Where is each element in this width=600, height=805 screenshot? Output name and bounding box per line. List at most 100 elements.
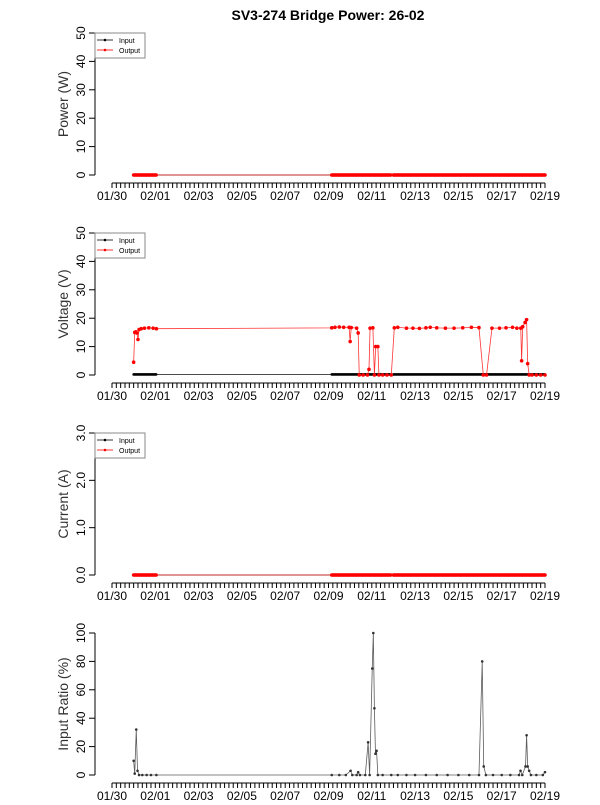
legend-marker	[103, 248, 107, 252]
x-tick-label: 02/11	[357, 589, 386, 603]
x-tick-label: 02/03	[184, 789, 214, 800]
y-tick-label: 20	[74, 740, 88, 754]
data-point	[484, 373, 489, 377]
data-point	[519, 769, 522, 773]
data-point	[443, 326, 448, 330]
data-point	[372, 373, 377, 377]
data-point	[367, 367, 371, 372]
y-tick-label: 40	[74, 54, 88, 68]
legend-label: Input	[119, 38, 135, 45]
x-tick-label: 02/13	[400, 589, 430, 603]
data-point	[358, 773, 362, 777]
x-tick-label: 02/03	[184, 589, 214, 603]
x-tick-label: 02/05	[227, 589, 257, 603]
legend-marker	[103, 438, 107, 442]
legend-box	[94, 232, 146, 259]
data-point	[380, 373, 385, 377]
data-point	[477, 773, 481, 777]
data-point	[543, 770, 547, 774]
data-point	[149, 773, 153, 777]
data-point	[500, 773, 504, 777]
data-point	[481, 373, 486, 377]
data-point	[142, 326, 147, 330]
x-tick-label: 02/17	[487, 389, 517, 403]
x-tick-label: 02/09	[313, 589, 343, 603]
data-point	[405, 773, 408, 777]
x-tick-label: 02/07	[270, 589, 300, 603]
legend: Input Output	[94, 232, 146, 259]
data-point	[460, 326, 465, 330]
data-point	[147, 326, 151, 330]
legend: Input Output	[94, 432, 146, 459]
data-point	[354, 326, 359, 330]
data-point	[543, 573, 547, 577]
data-point	[524, 765, 527, 768]
x-tick-label: 02/07	[270, 189, 300, 203]
x-tick-label: 01/30	[97, 189, 127, 203]
series-output	[131, 317, 547, 377]
data-point	[527, 769, 531, 773]
data-point	[491, 773, 495, 777]
x-tick-label: 01/30	[97, 389, 127, 403]
x-tick-label: 02/19	[530, 389, 560, 403]
data-point	[538, 373, 543, 377]
y-tick-label: 20	[74, 111, 88, 125]
series-output	[131, 173, 547, 177]
x-tick-label: 02/01	[140, 189, 170, 203]
data-point	[504, 326, 508, 330]
data-point	[530, 373, 534, 377]
series-line	[133, 318, 545, 376]
data-point	[151, 326, 155, 330]
data-point	[385, 373, 389, 377]
data-point	[534, 373, 539, 377]
data-point	[411, 326, 415, 330]
data-point	[137, 773, 141, 777]
x-tick-label: 02/17	[487, 789, 517, 800]
data-point	[413, 773, 417, 777]
data-point	[355, 773, 358, 777]
data-point	[520, 773, 524, 777]
y-axis-label: Input Ratio (%)	[55, 657, 71, 750]
y-tick-label: 40	[74, 254, 88, 268]
data-point	[428, 325, 433, 330]
y-tick-label: 2.0	[74, 472, 88, 489]
y-axis-label: Voltage (V)	[55, 269, 71, 338]
data-point	[526, 765, 529, 768]
x-tick-label: 02/19	[530, 589, 560, 603]
y-tick-label: 30	[74, 283, 88, 297]
y-tick-label: 10	[74, 340, 88, 354]
data-point	[372, 631, 375, 635]
x-tick-label: 02/13	[400, 189, 430, 203]
legend-label: Input	[119, 238, 135, 245]
data-point	[154, 173, 158, 177]
y-tick-label: 1.0	[74, 519, 88, 536]
x-tick-label: 02/19	[530, 789, 560, 800]
data-point	[529, 773, 533, 777]
data-point	[139, 326, 144, 331]
data-point	[356, 331, 360, 335]
panel-voltage: 0 10 20 30 40 50 Voltage (V) 01/30 02/01 02/03 02/…	[55, 226, 560, 403]
data-point	[424, 773, 428, 777]
x-tick-label: 02/03	[184, 389, 214, 403]
data-point	[434, 326, 439, 330]
data-point	[457, 773, 460, 777]
x-tick-label: 02/19	[530, 189, 560, 203]
y-tick-label: 0	[74, 171, 88, 178]
data-point	[515, 326, 519, 330]
y-tick-label: 30	[74, 83, 88, 97]
data-point	[154, 326, 159, 331]
data-point	[389, 373, 394, 377]
data-point	[527, 373, 531, 377]
data-point	[337, 325, 342, 329]
x-tick-label: 02/05	[227, 189, 257, 203]
data-point	[136, 769, 139, 773]
legend-box	[94, 32, 146, 59]
data-point	[351, 773, 354, 777]
legend-label: Output	[119, 48, 140, 55]
data-point	[373, 706, 376, 710]
data-point	[368, 773, 371, 777]
data-point	[357, 373, 362, 377]
legend-label: Input	[119, 438, 135, 445]
